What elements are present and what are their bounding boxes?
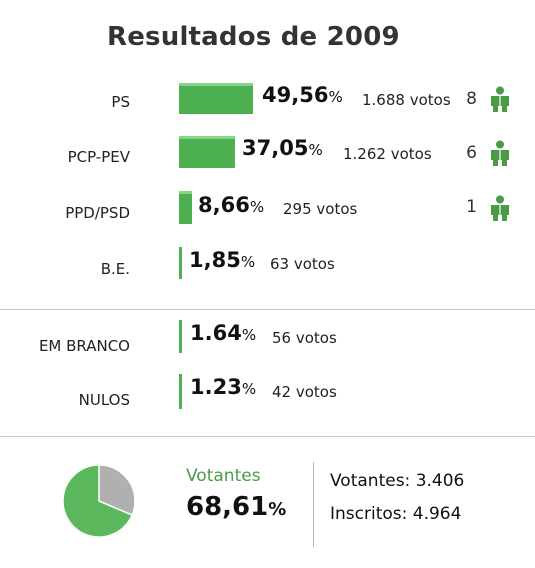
pie-chart-icon (62, 464, 136, 538)
vote-bar (179, 374, 182, 409)
party-row-be: B.E. 1,85% 63 votos (0, 244, 535, 284)
party-votes: 1.262 votos (343, 145, 432, 163)
results-title: Resultados de 2009 (107, 22, 400, 52)
party-name: B.E. (100, 260, 130, 278)
party-percent: 49,56% (262, 83, 343, 107)
others-name: NULOS (78, 391, 130, 409)
party-name: PPD/PSD (65, 204, 130, 222)
pie-turnout-slice (62, 464, 134, 538)
percent-symbol: % (240, 253, 256, 271)
vote-bar (179, 83, 253, 114)
party-seats: 6 (466, 143, 477, 163)
party-seats: 1 (466, 197, 477, 217)
percent-symbol: % (241, 326, 257, 344)
inscritos-label: Inscritos: (330, 504, 408, 524)
votantes-label: Votantes: (330, 471, 411, 491)
others-percent: 1.64% (190, 321, 257, 345)
person-icon (489, 140, 511, 166)
party-percent: 1,85% (189, 248, 256, 272)
section-divider (0, 309, 535, 310)
person-icon (489, 86, 511, 112)
party-name: PS (111, 93, 130, 111)
others-votes: 42 votos (272, 383, 337, 401)
party-percent: 8,66% (198, 193, 265, 217)
others-row-null: NULOS 1.23% 42 votos (0, 372, 535, 412)
others-percent: 1.23% (190, 375, 257, 399)
party-seats: 8 (466, 89, 477, 109)
percent-symbol: % (328, 88, 343, 106)
percent-symbol: % (241, 380, 257, 398)
party-votes: 1.688 votos (362, 91, 451, 109)
party-row-ps: PS 49,56% 1.688 votos 8 (0, 78, 535, 118)
vote-bar (179, 136, 235, 168)
votantes-stat: Votantes: 3.406 (330, 471, 464, 491)
turnout-separator (313, 462, 314, 547)
section-divider (0, 436, 535, 437)
others-row-blank: EM BRANCO 1.64% 56 votos (0, 318, 535, 358)
percent-symbol: % (249, 198, 265, 216)
turnout-label: Votantes (186, 466, 261, 486)
vote-bar (179, 320, 182, 353)
vote-bar (179, 247, 182, 279)
percent-symbol: % (268, 499, 287, 520)
vote-bar (179, 191, 192, 224)
turnout-percent: 68,61% (186, 492, 287, 522)
party-row-ppd-psd: PPD/PSD 8,66% 295 votos 1 (0, 188, 535, 228)
party-votes: 295 votos (283, 200, 358, 218)
inscritos-stat: Inscritos: 4.964 (330, 504, 461, 524)
party-name: PCP-PEV (67, 148, 130, 166)
party-votes: 63 votos (270, 255, 335, 273)
others-votes: 56 votos (272, 329, 337, 347)
percent-symbol: % (308, 141, 323, 159)
inscritos-value: 4.964 (412, 504, 462, 524)
party-row-pcp-pev: PCP-PEV 37,05% 1.262 votos 6 (0, 133, 535, 173)
party-percent: 37,05% (242, 136, 323, 160)
votantes-value: 3.406 (415, 471, 465, 491)
person-icon (489, 195, 511, 221)
others-name: EM BRANCO (38, 337, 130, 355)
